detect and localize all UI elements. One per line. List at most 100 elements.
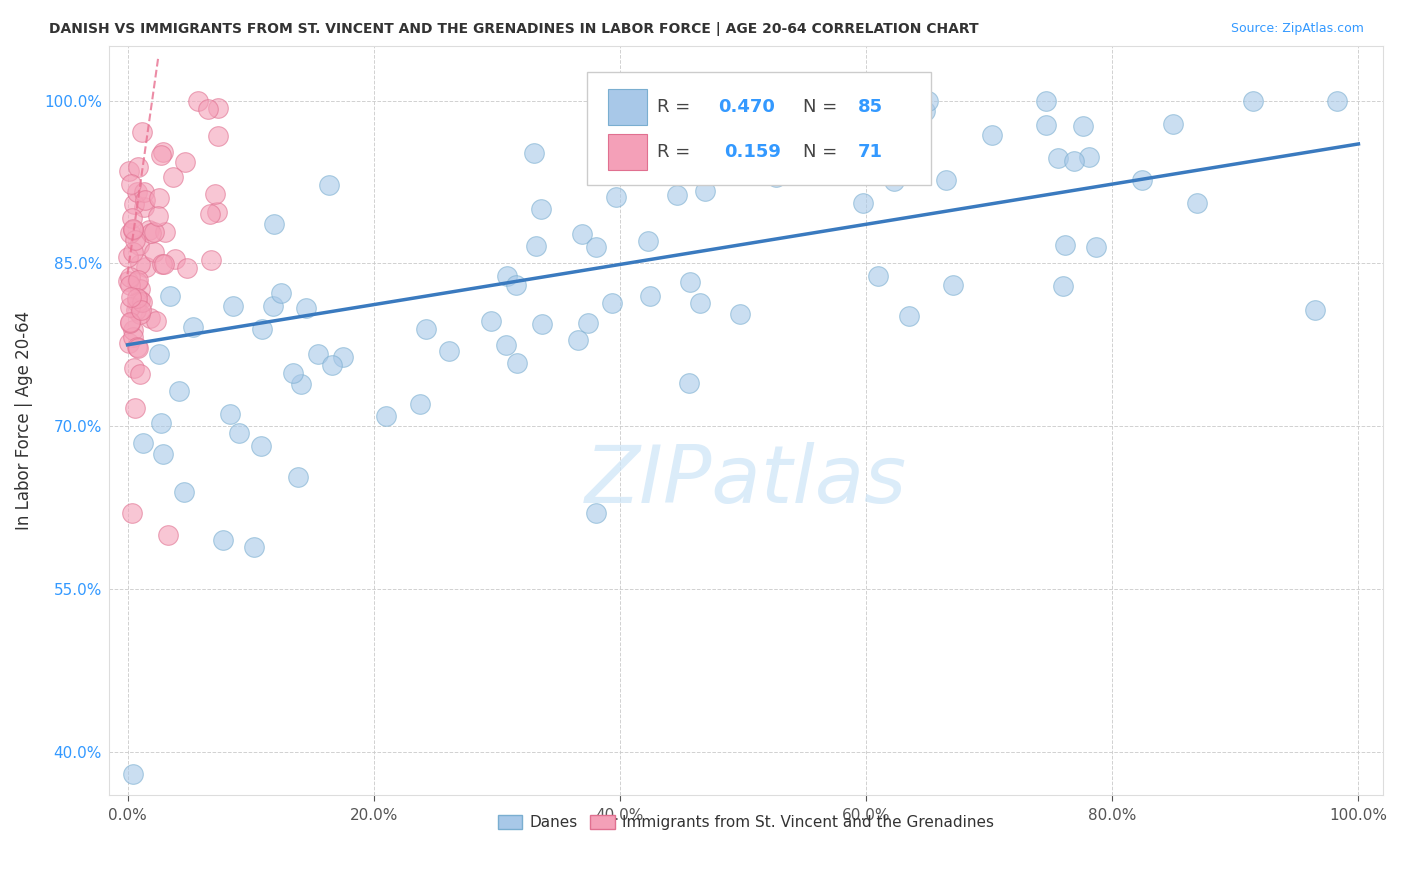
Point — [139, 311, 162, 326]
Point — [648, 113, 671, 128]
Point — [567, 333, 589, 347]
Point — [152, 145, 174, 160]
Text: R =: R = — [657, 143, 702, 161]
Point — [207, 128, 229, 143]
Text: DANISH VS IMMIGRANTS FROM ST. VINCENT AND THE GRENADINES IN LABOR FORCE | AGE 20: DANISH VS IMMIGRANTS FROM ST. VINCENT AN… — [49, 22, 979, 37]
Point — [153, 225, 176, 239]
Text: 0.470: 0.470 — [718, 98, 775, 116]
Point — [693, 184, 716, 198]
Point — [134, 193, 156, 207]
Point — [287, 470, 309, 484]
Point — [1161, 118, 1184, 132]
Point — [530, 202, 553, 216]
Point — [124, 401, 146, 416]
Point — [127, 295, 149, 310]
Point — [496, 269, 519, 284]
Point — [149, 148, 172, 162]
Point — [127, 341, 149, 355]
Point — [142, 226, 165, 240]
Text: 85: 85 — [858, 98, 883, 116]
Point — [125, 275, 148, 289]
Point — [1063, 154, 1085, 169]
Point — [495, 337, 517, 351]
Point — [125, 186, 148, 200]
Point — [1084, 240, 1107, 254]
Point — [122, 323, 145, 337]
Point — [1035, 119, 1057, 133]
Point — [120, 290, 142, 304]
Point — [318, 178, 340, 192]
Point — [134, 185, 156, 199]
Text: Source: ZipAtlas.com: Source: ZipAtlas.com — [1230, 22, 1364, 36]
Text: N =: N = — [803, 143, 844, 161]
Point — [117, 274, 139, 288]
Point — [129, 303, 152, 318]
Point — [679, 276, 702, 290]
Point — [250, 322, 273, 336]
Point — [153, 257, 176, 271]
Point — [200, 252, 222, 267]
Point — [678, 376, 700, 391]
Text: 0.159: 0.159 — [724, 143, 782, 161]
Point — [437, 344, 460, 359]
Point — [270, 285, 292, 300]
Text: 71: 71 — [858, 143, 883, 161]
Point — [207, 101, 229, 115]
FancyBboxPatch shape — [586, 72, 931, 185]
Point — [124, 233, 146, 247]
Point — [1185, 196, 1208, 211]
Point — [637, 234, 659, 248]
Point — [118, 164, 141, 178]
Point — [866, 268, 889, 283]
Point — [602, 296, 624, 310]
Point — [728, 308, 751, 322]
Point — [121, 245, 143, 260]
Point — [981, 128, 1004, 142]
Point — [117, 251, 139, 265]
Point — [505, 277, 527, 292]
Point — [523, 145, 546, 160]
Point — [118, 269, 141, 284]
Point — [281, 367, 304, 381]
Text: R =: R = — [657, 98, 696, 116]
Y-axis label: In Labor Force | Age 20-64: In Labor Force | Age 20-64 — [15, 311, 32, 531]
Point — [605, 190, 627, 204]
Point — [200, 207, 222, 221]
Point — [122, 330, 145, 344]
Point — [131, 125, 153, 139]
Point — [125, 303, 148, 318]
Point — [585, 240, 607, 254]
Point — [852, 196, 875, 211]
Point — [204, 186, 226, 201]
Point — [243, 540, 266, 554]
Point — [143, 244, 166, 259]
Point — [917, 94, 939, 108]
Point — [1047, 151, 1070, 165]
Point — [129, 293, 152, 307]
Point — [228, 425, 250, 440]
Point — [117, 336, 139, 351]
Point — [586, 124, 609, 138]
Point — [127, 273, 149, 287]
Point — [1071, 120, 1094, 134]
Point — [167, 384, 190, 398]
Point — [121, 506, 143, 520]
Point — [121, 222, 143, 236]
Point — [290, 376, 312, 391]
Point — [120, 177, 142, 191]
Point — [249, 439, 271, 453]
Point — [308, 347, 330, 361]
Point — [157, 528, 180, 542]
Point — [506, 356, 529, 370]
Legend: Danes, Immigrants from St. Vincent and the Grenadines: Danes, Immigrants from St. Vincent and t… — [492, 809, 1001, 837]
Point — [294, 301, 316, 315]
Point — [124, 360, 146, 375]
Point — [665, 188, 688, 202]
Point — [1241, 94, 1264, 108]
Point — [121, 211, 143, 226]
Point — [212, 533, 235, 548]
Point — [375, 409, 398, 424]
Point — [576, 316, 599, 330]
Point — [127, 160, 149, 174]
Point — [263, 217, 285, 231]
